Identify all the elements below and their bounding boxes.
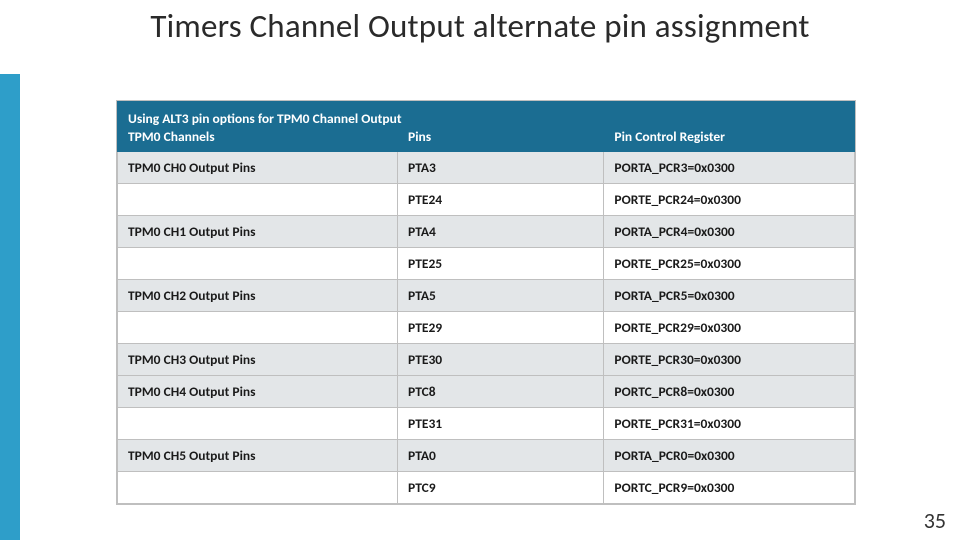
channel-label: TPM0 CH0 Output Pins <box>128 159 256 176</box>
pin-label: PTE29 <box>408 319 442 336</box>
cell-register: PORTC_PCR8=0x0300 <box>604 376 855 408</box>
table-row: TPM0 CH5 Output Pins PTA0 PORTA_PCR0=0x030… <box>118 440 855 472</box>
cell-pin: PTE29 <box>398 312 604 344</box>
cell-pin: PTE25 <box>398 248 604 280</box>
register-label: PORTA_PCR0=0x0300 <box>614 447 734 464</box>
cell-register: PORTE_PCR29=0x0300 <box>604 312 855 344</box>
register-label: PORTC_PCR8=0x0300 <box>614 383 734 400</box>
pin-label: PTC8 <box>408 383 436 400</box>
cell-channel: TPM0 CH4 Output Pins <box>118 376 398 408</box>
register-label: PORTE_PCR30=0x0300 <box>614 351 741 368</box>
cell-pin: PTA3 <box>398 152 604 184</box>
pin-label: PTE25 <box>408 255 442 272</box>
register-label: PORTA_PCR5=0x0300 <box>614 287 734 304</box>
register-label: PORTA_PCR3=0x0300 <box>614 159 734 176</box>
channel-label: TPM0 CH4 Output Pins <box>128 383 256 400</box>
page-title: Timers Channel Output alternate pin assi… <box>0 6 960 46</box>
pin-assignment-table: Using ALT3 pin options for TPM0 Channel … <box>116 100 856 505</box>
cell-pin: PTC8 <box>398 376 604 408</box>
cell-channel: TPM0 CH2 Output Pins <box>118 280 398 312</box>
cell-register: PORTE_PCR31=0x0300 <box>604 408 855 440</box>
pin-label: PTA5 <box>408 287 436 304</box>
column-header-channels: TPM0 Channels <box>128 128 215 145</box>
channel-label: TPM0 CH1 Output Pins <box>128 223 256 240</box>
table-row: TPM0 CH0 Output Pins PTA3 PORTA_PCR3=0x030… <box>118 152 855 184</box>
cell-channel: TPM0 CH0 Output Pins <box>118 152 398 184</box>
cell-channel: TPM0 CH5 Output Pins <box>118 440 398 472</box>
cell-channel <box>118 312 398 344</box>
table-row: TPM0 CH4 Output Pins PTC8 PORTC_PCR8=0x030… <box>118 376 855 408</box>
slide-number: 35 <box>924 507 946 534</box>
cell-channel <box>118 472 398 504</box>
register-label: PORTC_PCR9=0x0300 <box>614 479 734 496</box>
column-header-register: Pin Control Register <box>614 128 725 145</box>
table-caption: Using ALT3 pin options for TPM0 Channel … <box>128 110 402 127</box>
cell-pin: PTE30 <box>398 344 604 376</box>
table-row: PTC9 PORTC_PCR9=0x0300 <box>118 472 855 504</box>
cell-pin: PTA5 <box>398 280 604 312</box>
cell-pin: PTE24 <box>398 184 604 216</box>
register-label: PORTA_PCR4=0x0300 <box>614 223 734 240</box>
cell-register: PORTA_PCR4=0x0300 <box>604 216 855 248</box>
channel-label: TPM0 CH3 Output Pins <box>128 351 256 368</box>
cell-pin: PTA4 <box>398 216 604 248</box>
table-row: PTE29 PORTE_PCR29=0x0300 <box>118 312 855 344</box>
pin-label: PTE24 <box>408 191 442 208</box>
table-row: TPM0 CH1 Output Pins PTA4 PORTA_PCR4=0x030… <box>118 216 855 248</box>
accent-side-bar <box>0 74 20 540</box>
pin-label: PTA3 <box>408 159 436 176</box>
table-row: PTE31 PORTE_PCR31=0x0300 <box>118 408 855 440</box>
cell-channel <box>118 248 398 280</box>
cell-pin: PTC9 <box>398 472 604 504</box>
cell-pin: PTA0 <box>398 440 604 472</box>
cell-register: PORTE_PCR30=0x0300 <box>604 344 855 376</box>
cell-register: PORTE_PCR24=0x0300 <box>604 184 855 216</box>
cell-register: PORTC_PCR9=0x0300 <box>604 472 855 504</box>
table-row: PTE25 PORTE_PCR25=0x0300 <box>118 248 855 280</box>
cell-channel <box>118 408 398 440</box>
cell-pin: PTE31 <box>398 408 604 440</box>
table-header-caption-row: Using ALT3 pin options for TPM0 Channel … <box>118 102 855 128</box>
pin-label: PTE30 <box>408 351 442 368</box>
register-label: PORTE_PCR31=0x0300 <box>614 415 741 432</box>
register-label: PORTE_PCR29=0x0300 <box>614 319 741 336</box>
channel-label: TPM0 CH2 Output Pins <box>128 287 256 304</box>
pin-label: PTA0 <box>408 447 436 464</box>
table-row: TPM0 CH3 Output Pins PTE30 PORTE_PCR30=0x0… <box>118 344 855 376</box>
channel-label: TPM0 CH5 Output Pins <box>128 447 256 464</box>
register-label: PORTE_PCR24=0x0300 <box>614 191 741 208</box>
table: Using ALT3 pin options for TPM0 Channel … <box>117 101 855 504</box>
table-row: PTE24 PORTE_PCR24=0x0300 <box>118 184 855 216</box>
cell-register: PORTA_PCR3=0x0300 <box>604 152 855 184</box>
cell-register: PORTA_PCR5=0x0300 <box>604 280 855 312</box>
pin-label: PTC9 <box>408 479 436 496</box>
cell-channel <box>118 184 398 216</box>
column-header-pins: Pins <box>408 128 431 145</box>
pin-label: PTA4 <box>408 223 436 240</box>
register-label: PORTE_PCR25=0x0300 <box>614 255 741 272</box>
cell-register: PORTA_PCR0=0x0300 <box>604 440 855 472</box>
cell-register: PORTE_PCR25=0x0300 <box>604 248 855 280</box>
table-header-columns-row: TPM0 Channels Pins Pin Control Register <box>118 128 855 152</box>
pin-label: PTE31 <box>408 415 442 432</box>
table-row: TPM0 CH2 Output Pins PTA5 PORTA_PCR5=0x030… <box>118 280 855 312</box>
cell-channel: TPM0 CH1 Output Pins <box>118 216 398 248</box>
cell-channel: TPM0 CH3 Output Pins <box>118 344 398 376</box>
